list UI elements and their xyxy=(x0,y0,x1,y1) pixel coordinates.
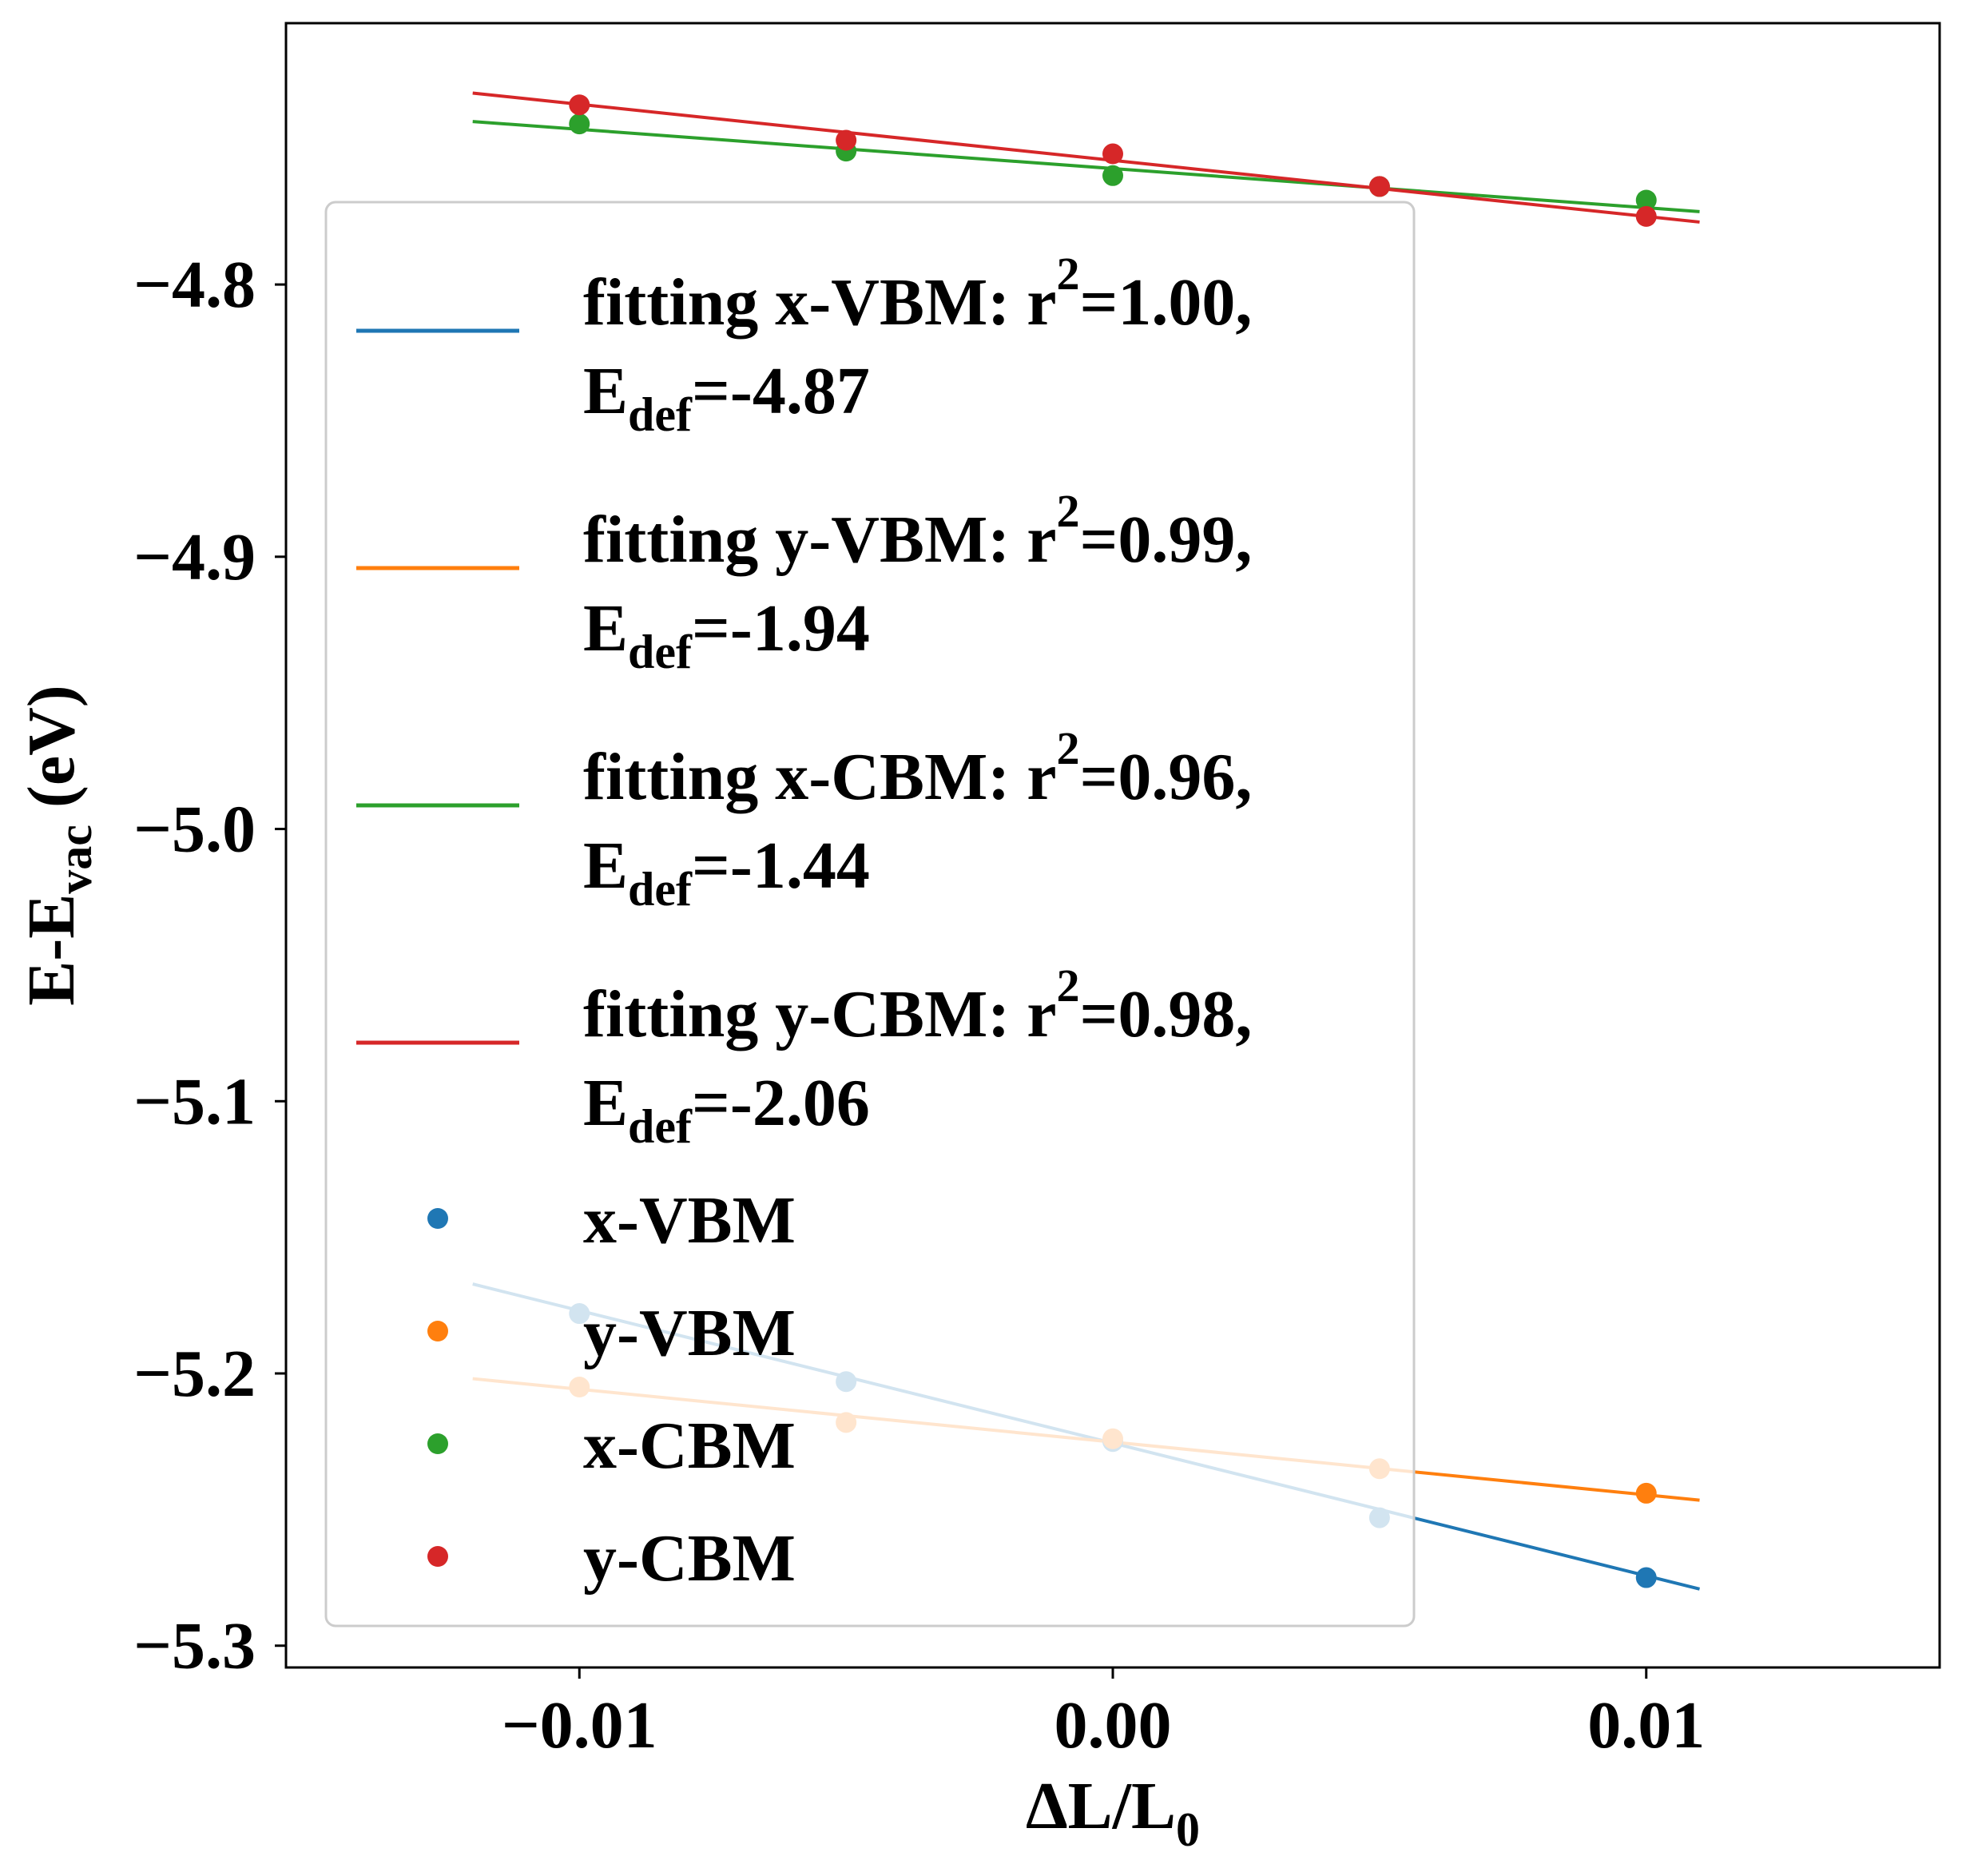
data-point-x-CBM-0 xyxy=(569,113,590,135)
y-axis: −4.8 −4.9 −5.0 −5.1 −5.2 −5.3 xyxy=(133,248,286,1683)
y-tick-label: −5.2 xyxy=(133,1337,256,1411)
data-point-y-CBM-4 xyxy=(1635,205,1657,227)
x-axis-label: ΔL/L0 xyxy=(1026,1769,1200,1856)
legend-marker-x-VBM xyxy=(427,1208,448,1229)
y-axis-label: E-Evac (eV) xyxy=(14,685,101,1006)
data-point-y-CBM-0 xyxy=(569,94,590,116)
data-point-y-CBM-2 xyxy=(1102,143,1123,165)
y-tick-label: −5.3 xyxy=(133,1609,256,1683)
legend-edef-label-y-CBM: Edef=-2.06 xyxy=(583,1066,870,1153)
legend-fit-label-x-CBM: fitting x-CBM: r2=0.96, xyxy=(583,722,1252,814)
legend: fitting x-VBM: r2=1.00, Edef=-4.87 fitting… xyxy=(324,201,1416,1628)
legend-fit-label-y-VBM: fitting y-VBM: r2=0.99, xyxy=(583,485,1252,577)
legend-edef-label-y-VBM: Edef=-1.94 xyxy=(583,591,870,678)
y-tick-label: −5.1 xyxy=(133,1064,256,1139)
legend-edef-label-x-CBM: Edef=-1.44 xyxy=(583,829,870,916)
data-point-y-CBM-3 xyxy=(1368,176,1390,197)
legend-fit-label-x-VBM: fitting x-VBM: r2=1.00, xyxy=(583,248,1252,340)
y-tick-label: −4.8 xyxy=(133,248,256,322)
legend-series-label-x-CBM: x-CBM xyxy=(583,1409,796,1483)
x-tick-label: −0.01 xyxy=(502,1688,657,1763)
x-axis: −0.01 0.00 0.01 xyxy=(502,1667,1705,1763)
data-point-x-CBM-2 xyxy=(1102,165,1123,186)
legend-series-label-x-VBM: x-VBM xyxy=(583,1183,796,1258)
legend-series-label-y-VBM: y-VBM xyxy=(583,1296,796,1370)
legend-fit-label-y-CBM: fitting y-CBM: r2=0.98, xyxy=(583,960,1252,1051)
data-point-x-VBM-4 xyxy=(1635,1567,1657,1588)
data-point-y-VBM-4 xyxy=(1635,1482,1657,1504)
legend-marker-y-CBM xyxy=(427,1546,448,1567)
legend-box xyxy=(324,201,1416,1628)
x-tick-label: 0.00 xyxy=(1054,1688,1172,1763)
fit-line-y-CBM xyxy=(472,91,1700,224)
legend-edef-label-x-VBM: Edef=-4.87 xyxy=(583,354,870,441)
y-tick-label: −4.9 xyxy=(133,520,256,594)
legend-marker-x-CBM xyxy=(427,1433,448,1454)
legend-marker-y-VBM xyxy=(427,1321,448,1341)
fit-line-x-CBM xyxy=(472,120,1700,213)
data-point-y-CBM-1 xyxy=(836,129,857,151)
data-point-x-CBM-4 xyxy=(1635,189,1657,211)
y-tick-label: −5.0 xyxy=(133,793,256,867)
x-tick-label: 0.01 xyxy=(1587,1688,1705,1763)
legend-series-label-y-CBM: y-CBM xyxy=(583,1521,796,1596)
